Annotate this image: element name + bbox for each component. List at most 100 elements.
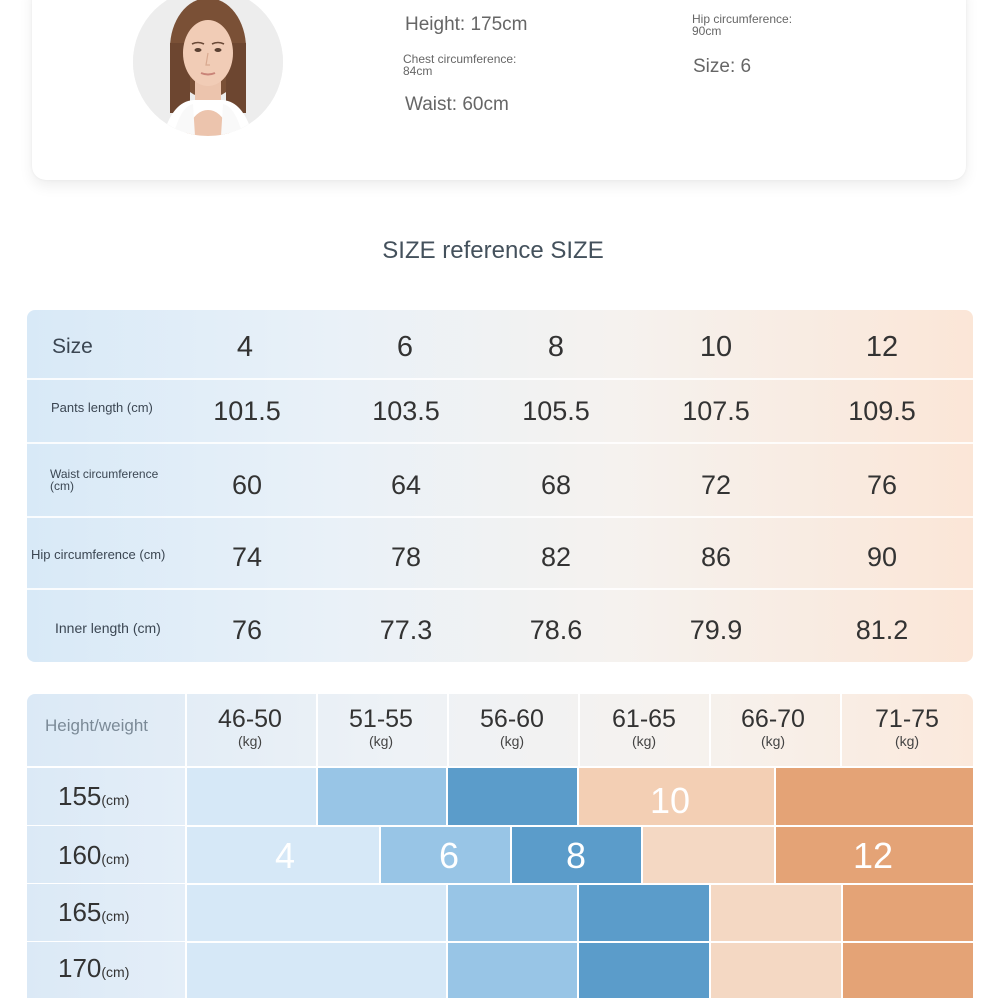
size-block-8 (448, 768, 577, 825)
weight-range: 56-60 (480, 705, 544, 733)
size-block-12 (843, 885, 973, 941)
height-row-label (27, 884, 185, 941)
weight-unit: (kg) (894, 733, 920, 749)
size-block-8 (579, 885, 709, 941)
row-label: Waist circumference (cm) (50, 467, 159, 493)
weight-column-header: 61-65 (kg) (584, 705, 704, 749)
table-cell: 78 (390, 542, 422, 572)
table-cell: 86 (700, 542, 732, 572)
size-block-6 (448, 943, 577, 998)
table-cell: 72 (700, 470, 732, 500)
height-value: 170(cm) (58, 953, 130, 983)
weight-unit: (kg) (631, 733, 657, 749)
size-label-8: 8 (565, 835, 587, 876)
size-header-cell: 8 (547, 331, 565, 363)
size-block-6 (381, 827, 510, 883)
size-header-cell: 10 (699, 331, 733, 363)
column-divider (185, 694, 187, 766)
size-block-10 (643, 827, 774, 883)
size-header-cell: 4 (236, 331, 254, 363)
table-cell: 78.6 (529, 615, 583, 645)
weight-unit: (kg) (237, 733, 263, 749)
weight-column-header: 51-55 (kg) (321, 705, 441, 749)
table-cell: 109.5 (848, 396, 916, 426)
weight-unit: (kg) (760, 733, 786, 749)
size-label-6: 6 (438, 835, 460, 876)
size-block-4 (187, 768, 316, 825)
column-divider (578, 694, 580, 766)
size-block-4 (187, 885, 446, 941)
table-cell: 64 (390, 470, 422, 500)
size-table-row: Waist circumference (cm) 60 64 68 72 76 (27, 444, 973, 518)
table-cell: 68 (540, 470, 572, 500)
table-cell: 107.5 (682, 396, 750, 426)
height-value: 160(cm) (58, 840, 130, 870)
size-table-row: Hip circumference (cm) 74 78 82 86 90 (27, 518, 973, 590)
size-label-12: 12 (852, 835, 894, 876)
table-cell: 81.2 (855, 615, 909, 645)
table-cell: 82 (540, 542, 572, 572)
weight-range: 71-75 (875, 705, 939, 733)
height-weight-label: Height/weight (45, 716, 149, 735)
column-divider (316, 694, 318, 766)
size-block-10 (579, 768, 774, 825)
weight-column-header: 71-75 (kg) (847, 705, 967, 749)
size-block-4 (187, 943, 446, 998)
size-block-10 (711, 885, 841, 941)
height-weight-header (27, 694, 973, 766)
height-row-label (27, 942, 185, 998)
size-table: Size 4 6 8 10 12 Pants length (cm) 101.5… (27, 310, 973, 662)
model-avatar (133, 0, 283, 136)
size-label-4: 4 (274, 835, 296, 876)
size-reference-title: SIZE reference SIZE (382, 237, 604, 264)
size-table-row: Pants length (cm) 101.5 103.5 105.5 107.… (27, 380, 973, 444)
table-cell: 77.3 (379, 615, 433, 645)
weight-range: 46-50 (218, 705, 282, 733)
size-table-row: Inner length (cm) 76 77.3 78.6 79.9 81.2 (27, 590, 973, 662)
weight-range: 61-65 (612, 705, 676, 733)
model-waist: Waist: 60cm (405, 94, 509, 115)
size-block-4 (187, 827, 379, 883)
table-cell: 76 (866, 470, 898, 500)
row-label: Pants length (cm) (51, 400, 153, 415)
weight-column-header: 46-50 (kg) (190, 705, 310, 749)
row-label: Inner length (cm) (55, 620, 161, 636)
model-portrait-image (133, 0, 283, 136)
table-cell: 101.5 (213, 396, 281, 426)
model-height: Height: 175cm (405, 14, 528, 35)
table-cell: 76 (231, 615, 263, 645)
size-block-8 (512, 827, 641, 883)
table-cell: 103.5 (372, 396, 440, 426)
weight-range: 66-70 (741, 705, 805, 733)
weight-column-header: 66-70 (kg) (713, 705, 833, 749)
size-block-12 (843, 943, 973, 998)
table-cell: 105.5 (522, 396, 590, 426)
size-header-cell: 6 (396, 331, 414, 363)
table-cell: 90 (866, 542, 898, 572)
model-hip: Hip circumference: 90cm (692, 12, 793, 38)
weight-column-header: 56-60 (kg) (452, 705, 572, 749)
size-block-12 (776, 768, 973, 825)
height-value: 155(cm) (58, 781, 130, 811)
size-label-10: 10 (649, 780, 691, 821)
table-cell: 74 (231, 542, 263, 572)
size-block-8 (579, 943, 709, 998)
size-block-12 (776, 827, 973, 883)
size-block-6 (448, 885, 577, 941)
size-block-10 (711, 943, 841, 998)
row-label: Hip circumference (cm) (31, 547, 166, 562)
height-row-label (27, 768, 185, 825)
model-chest: Chest circumference: 84cm (403, 52, 517, 78)
size-header-label: Size (52, 335, 93, 358)
weight-unit: (kg) (368, 733, 394, 749)
size-table-header-row: Size 4 6 8 10 12 (27, 310, 973, 380)
column-divider (709, 694, 711, 766)
model-size: Size: 6 (693, 56, 752, 77)
weight-range: 51-55 (349, 705, 413, 733)
height-value: 165(cm) (58, 897, 130, 927)
table-cell: 79.9 (689, 615, 743, 645)
size-header-cell: 12 (865, 331, 899, 363)
height-row-label (27, 826, 185, 883)
size-block-6 (318, 768, 446, 825)
column-divider (447, 694, 449, 766)
